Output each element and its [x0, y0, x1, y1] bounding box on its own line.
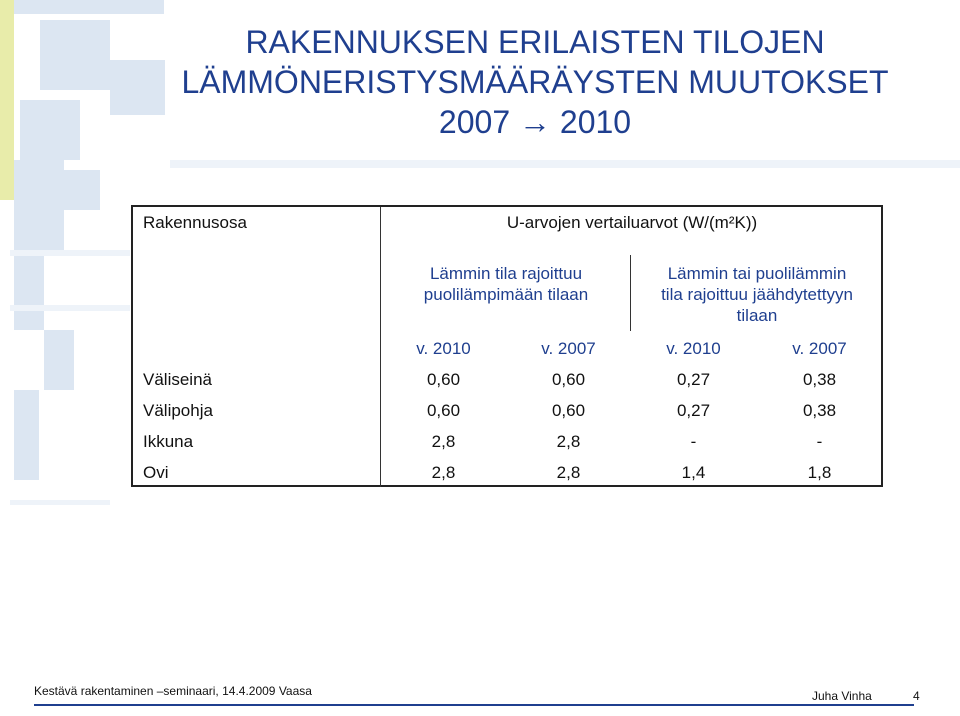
table-cell: 2,8 — [556, 432, 581, 451]
year-header: v. 2007 — [541, 339, 596, 358]
table-cell: 0,38 — [802, 370, 837, 389]
snowflake-decoration — [14, 20, 165, 480]
group2-header-line-2: tila rajoittuu jäähdytettyyn — [661, 285, 853, 304]
title-line-2: LÄMMÖNERISTYSMÄÄRÄYSTEN MUUTOKSET — [181, 64, 889, 100]
column-header-u-values: U-arvojen vertailuarvot (W/(m²K)) — [506, 213, 758, 232]
table-cell: 1,8 — [807, 463, 832, 482]
year-header: v. 2010 — [666, 339, 721, 358]
table-cell: 1,4 — [681, 463, 706, 482]
table-cell: 0,38 — [802, 401, 837, 420]
table-cell: 0,27 — [676, 370, 711, 389]
footer-line — [34, 704, 914, 706]
table-column-divider — [380, 207, 381, 487]
table-cell: 0,60 — [426, 370, 461, 389]
table-cell: 2,8 — [431, 463, 456, 482]
table-cell: 0,60 — [551, 401, 586, 420]
light-top-bar — [14, 0, 164, 14]
table-group-divider — [630, 255, 631, 331]
column-header-rakennusosa: Rakennusosa — [143, 213, 247, 232]
footer-author: Juha Vinha — [812, 689, 872, 703]
table-cell: 2,8 — [431, 432, 456, 451]
group2-header-line-1: Lämmin tai puolilämmin — [667, 264, 847, 283]
year-header: v. 2007 — [792, 339, 847, 358]
group1-header-line-2: puolilämpimään tilaan — [423, 285, 589, 304]
row-label: Väliseinä — [143, 370, 212, 389]
year-header: v. 2010 — [416, 339, 471, 358]
title-line-1: RAKENNUKSEN ERILAISTEN TILOJEN — [245, 24, 825, 60]
group1-header-line-1: Lämmin tila rajoittuu — [429, 264, 583, 283]
table-cell: 0,60 — [426, 401, 461, 420]
group2-header-line-3: tilaan — [736, 306, 778, 325]
table-cell: - — [690, 432, 697, 451]
group1-header: Lämmin tila rajoittuu puolilämpimään til… — [381, 263, 631, 305]
title-line-3: 2007 → 2010 — [438, 104, 632, 140]
yellow-side-bar — [0, 0, 14, 200]
footer-event: Kestävä rakentaminen –seminaari, 14.4.20… — [34, 684, 312, 698]
table-cell: 2,8 — [556, 463, 581, 482]
line-decoration — [10, 160, 960, 505]
page-title: RAKENNUKSEN ERILAISTEN TILOJEN LÄMMÖNERI… — [140, 22, 930, 142]
row-label: Ikkuna — [143, 432, 194, 451]
row-label: Välipohja — [143, 401, 213, 420]
table-cell: 0,60 — [551, 370, 586, 389]
u-value-table: Rakennusosa U-arvojen vertailuarvot (W/(… — [131, 205, 883, 487]
table-cell: - — [816, 432, 823, 451]
row-label: Ovi — [143, 463, 169, 482]
table-cell: 0,27 — [676, 401, 711, 420]
page-number: 4 — [913, 689, 920, 703]
group2-header: Lämmin tai puolilämmin tila rajoittuu jä… — [631, 263, 883, 326]
